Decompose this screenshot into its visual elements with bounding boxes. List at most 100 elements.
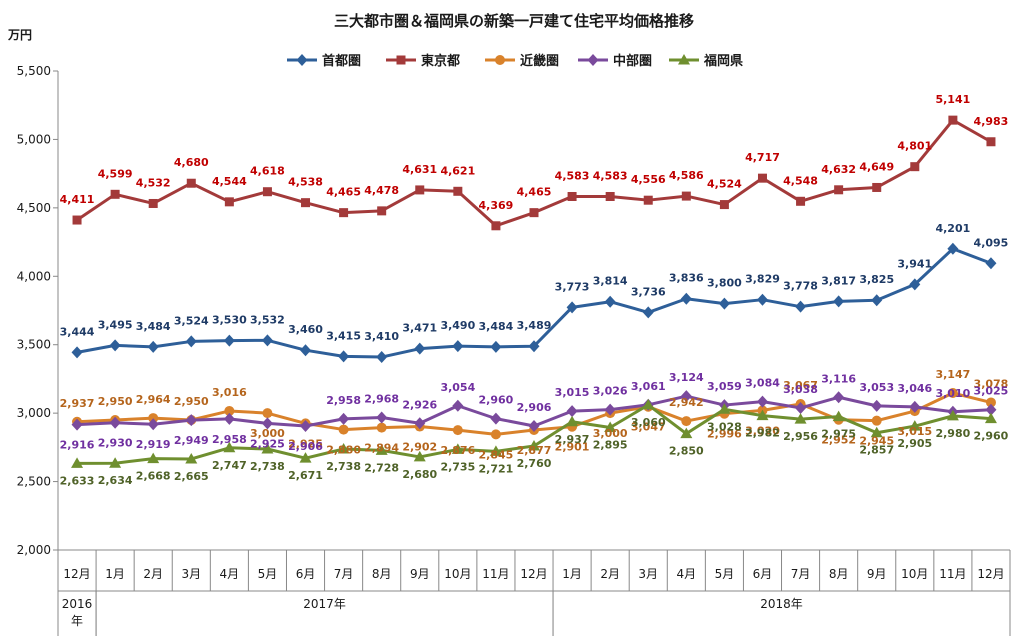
year-label-suffix: 年 xyxy=(71,614,83,628)
data-label: 3,800 xyxy=(707,277,742,290)
data-label: 2,960 xyxy=(479,394,514,407)
data-label: 3,046 xyxy=(897,382,932,395)
data-point xyxy=(642,306,654,319)
data-label: 3,489 xyxy=(517,319,552,332)
data-point xyxy=(985,257,997,270)
data-point xyxy=(756,395,768,408)
data-point xyxy=(451,443,464,454)
data-label: 3,817 xyxy=(821,274,856,287)
data-point xyxy=(223,334,235,347)
x-tick-label: 9月 xyxy=(867,567,887,581)
legend-marker xyxy=(495,55,505,65)
data-point xyxy=(262,408,273,419)
data-point xyxy=(985,397,996,408)
data-label: 2,905 xyxy=(897,437,932,450)
data-point xyxy=(946,409,959,421)
data-label: 2,949 xyxy=(174,434,209,447)
data-point xyxy=(718,297,730,310)
data-point xyxy=(452,425,463,436)
x-tick-label: 5月 xyxy=(258,567,278,581)
data-label: 4,680 xyxy=(174,156,209,169)
data-point xyxy=(871,399,883,412)
data-label: 2,956 xyxy=(783,430,818,443)
data-label: 3,124 xyxy=(669,371,704,384)
data-point xyxy=(833,295,845,308)
x-tick-label: 12月 xyxy=(520,567,547,581)
data-label: 5,141 xyxy=(935,93,970,106)
y-axis-unit-label: 万円 xyxy=(7,28,32,42)
x-tick-label: 12月 xyxy=(977,567,1004,581)
data-label: 4,583 xyxy=(593,169,628,182)
data-label: 4,478 xyxy=(364,184,399,197)
data-label: 2,906 xyxy=(517,401,552,414)
data-point xyxy=(338,412,350,425)
chart-title: 三大都市圏＆福岡県の新築一戸建て住宅平均価格推移 xyxy=(334,12,694,30)
x-tick-label: 9月 xyxy=(410,567,430,581)
data-point xyxy=(909,400,921,413)
data-label: 3,410 xyxy=(364,330,399,343)
data-point xyxy=(300,420,312,433)
data-label: 4,583 xyxy=(555,169,590,182)
data-point xyxy=(300,344,312,357)
legend-marker xyxy=(678,54,690,65)
data-label: 3,067 xyxy=(783,379,818,392)
data-point xyxy=(223,412,235,425)
data-point xyxy=(909,278,921,291)
data-point xyxy=(871,294,883,307)
data-label: 2,968 xyxy=(364,393,399,406)
data-point xyxy=(377,206,387,216)
data-point xyxy=(337,442,350,454)
data-label: 2,877 xyxy=(517,444,552,457)
x-tick-label: 3月 xyxy=(181,567,201,581)
x-tick-label: 12月 xyxy=(63,567,90,581)
data-label: 2,665 xyxy=(174,470,209,483)
data-label: 2,845 xyxy=(479,448,514,461)
data-label: 3,059 xyxy=(707,380,742,393)
data-point xyxy=(490,340,502,353)
data-label: 2,668 xyxy=(136,470,171,483)
data-label: 3,532 xyxy=(250,313,285,326)
data-point xyxy=(148,413,159,424)
data-label: 4,599 xyxy=(98,167,133,180)
data-label: 2,876 xyxy=(440,444,475,457)
data-label: 3,060 xyxy=(631,416,666,429)
data-label: 3,000 xyxy=(250,427,285,440)
x-tick-label: 3月 xyxy=(638,567,658,581)
data-point xyxy=(71,457,84,468)
data-point xyxy=(338,350,350,363)
data-point xyxy=(110,189,120,199)
data-label: 2,937 xyxy=(60,397,95,410)
legend-label: 首都圏 xyxy=(322,53,361,69)
data-point xyxy=(261,442,274,454)
year-label: 2017年 xyxy=(303,597,346,611)
legend-marker xyxy=(396,55,406,65)
data-label: 3,016 xyxy=(212,386,247,399)
y-tick-label: 4,000 xyxy=(17,269,51,283)
data-label: 3,460 xyxy=(288,323,323,336)
data-point xyxy=(870,426,883,438)
data-label: 3,047 xyxy=(631,421,666,434)
data-label: 3,025 xyxy=(974,385,1009,398)
data-label: 2,930 xyxy=(98,437,133,450)
x-tick-label: 4月 xyxy=(676,567,696,581)
data-point xyxy=(947,242,959,255)
data-label: 2,958 xyxy=(326,394,361,407)
y-tick-label: 2,000 xyxy=(17,543,51,557)
data-point xyxy=(642,398,655,410)
data-label: 3,836 xyxy=(669,272,704,285)
data-point xyxy=(261,417,273,430)
data-point xyxy=(376,351,388,364)
data-label: 4,465 xyxy=(517,186,552,199)
data-label: 3,736 xyxy=(631,285,666,298)
data-label: 2,680 xyxy=(402,468,437,481)
x-tick-label: 7月 xyxy=(791,567,811,581)
data-point xyxy=(605,191,615,201)
data-point xyxy=(490,429,501,440)
axes: 2,000 2,500 3,000 3,500 4,000 4,500 5,000 5,500 xyxy=(17,64,59,557)
data-label: 2,926 xyxy=(402,398,437,411)
data-point xyxy=(756,409,769,421)
data-point xyxy=(71,346,83,359)
data-label: 3,147 xyxy=(935,368,970,381)
x-tick-label: 6月 xyxy=(753,567,773,581)
data-point xyxy=(262,187,272,197)
